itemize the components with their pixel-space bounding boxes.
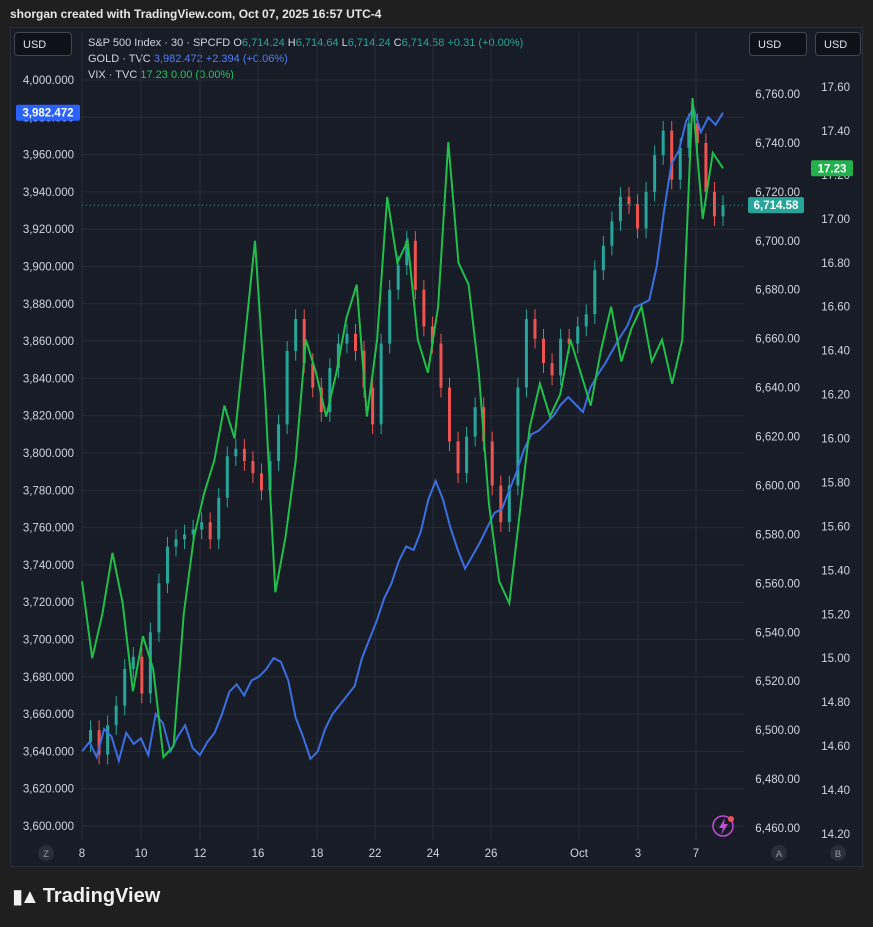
legend-sp500-open: 6,714.24 — [241, 37, 285, 49]
vix-currency-button[interactable]: USD — [815, 32, 861, 56]
legend-gold[interactable]: GOLD · TVC 3,982.472 +2.394 (+0.06%) — [88, 51, 523, 67]
legend-vix-change: 0.00 (0.00%) — [170, 69, 234, 81]
legend-gold-value: 3,982.472 — [153, 53, 203, 65]
chart-frame[interactable] — [10, 27, 863, 867]
tradingview-mark-icon: ▮▲ — [12, 886, 40, 908]
legend-sp500-close: 6,714.58 — [401, 37, 445, 49]
legend-sp500-high: 6,714.64 — [295, 37, 339, 49]
legend-h-label: H — [287, 37, 296, 49]
chart-legend: S&P 500 Index · 30 · SPCFD O6,714.24 H6,… — [88, 35, 523, 83]
tradingview-logo[interactable]: ▮▲ TradingView — [12, 884, 160, 909]
legend-o-label: O — [233, 37, 242, 49]
legend-vix[interactable]: VIX · TVC 17.23 0.00 (0.00%) — [88, 67, 523, 83]
legend-gold-change: +2.394 (+0.06%) — [205, 53, 288, 65]
sp500-currency-button[interactable]: USD — [749, 32, 807, 56]
legend-vix-value: 17.23 — [140, 69, 168, 81]
legend-l-label: L — [341, 37, 348, 49]
legend-sp500-name: S&P 500 Index · 30 · SPCFD — [88, 37, 231, 49]
legend-vix-name: VIX · TVC — [88, 69, 138, 81]
legend-sp500-low: 6,714.24 — [347, 37, 391, 49]
legend-gold-name: GOLD · TVC — [88, 53, 151, 65]
tradingview-wordmark: TradingView — [42, 885, 161, 907]
chart-caption: shorgan created with TradingView.com, Oc… — [10, 7, 382, 21]
legend-sp500-change: +0.31 (+0.00%) — [447, 37, 524, 49]
legend-sp500[interactable]: S&P 500 Index · 30 · SPCFD O6,714.24 H6,… — [88, 35, 523, 51]
legend-c-label: C — [393, 37, 402, 49]
left-currency-button[interactable]: USD — [14, 32, 72, 56]
